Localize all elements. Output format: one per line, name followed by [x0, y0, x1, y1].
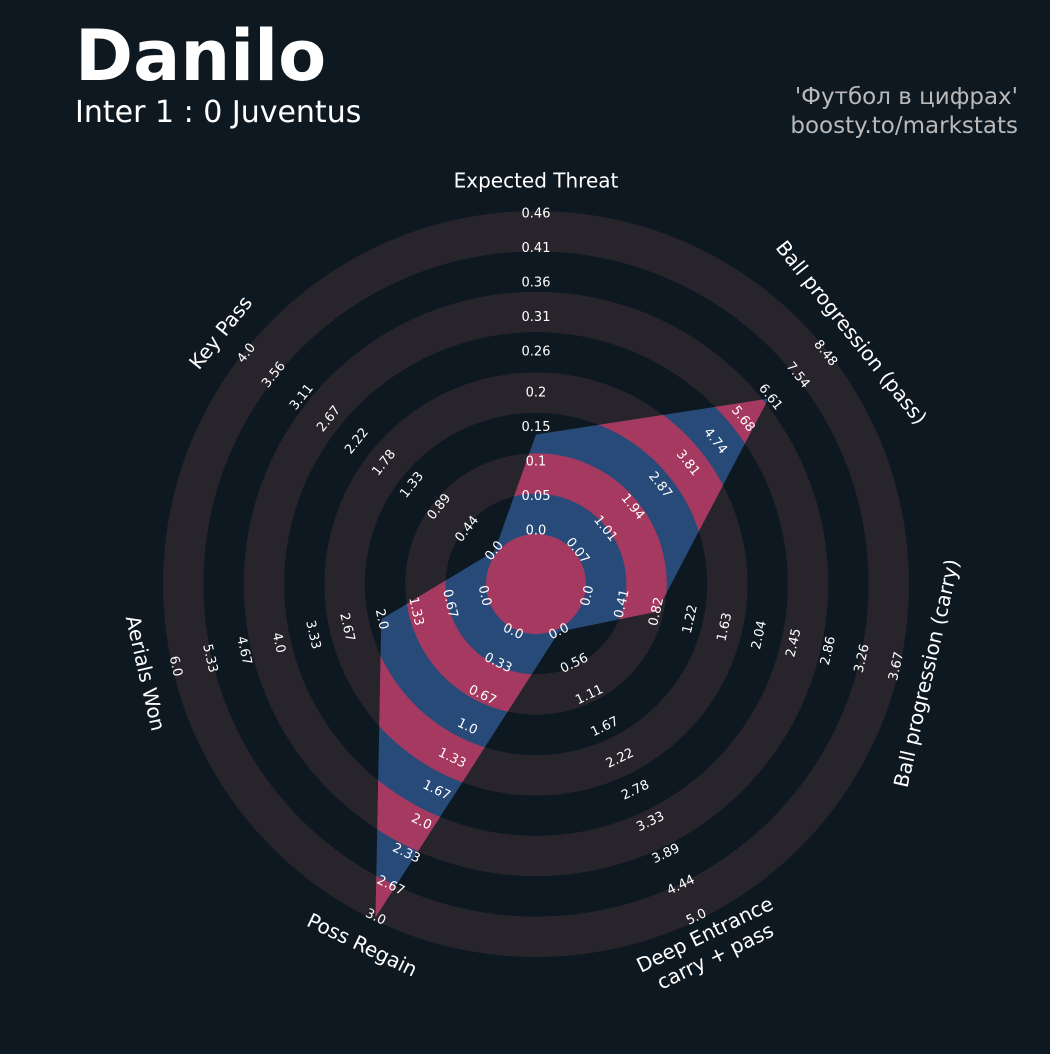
param-label: Expected Threat	[454, 169, 619, 193]
tick-label: 2.86	[818, 635, 839, 667]
tick-label: 2.45	[783, 627, 804, 659]
tick-label: 6.0	[166, 655, 185, 679]
tick-label: 0.15	[522, 420, 551, 435]
tick-label: 2.04	[749, 619, 770, 651]
chart-subtitle: Inter 1 : 0 Juventus	[75, 95, 361, 130]
tick-label: 0.31	[522, 310, 551, 325]
tick-label: 5.33	[199, 643, 220, 675]
tick-label: 0.41	[522, 241, 551, 256]
tick-label: 4.67	[233, 635, 254, 667]
tick-label: 0.2	[526, 386, 547, 401]
tick-label: 2.22	[342, 425, 372, 457]
tick-label: 1.33	[405, 596, 426, 628]
tick-label: 3.67	[886, 651, 907, 683]
tick-label: 2.0	[372, 608, 391, 632]
tick-label: 0.82	[646, 596, 667, 628]
tick-label: 0.0	[475, 584, 494, 608]
tick-label: 0.1	[526, 455, 547, 470]
tick-label: 0.0	[526, 524, 547, 539]
tick-label: 0.05	[522, 489, 551, 504]
tick-label: 3.26	[852, 643, 873, 675]
tick-label: 0.26	[522, 344, 551, 359]
tick-label: 1.22	[680, 603, 701, 635]
tick-label: 0.41	[612, 588, 633, 620]
param-label: Aerials Won	[121, 613, 171, 733]
credit: boosty.to/markstats	[790, 113, 1018, 139]
tick-label: 0.36	[522, 275, 551, 290]
tick-label: 2.78	[619, 777, 652, 803]
tick-label: 3.33	[302, 619, 323, 651]
credit: 'Футбол в цифрах'	[795, 84, 1018, 110]
chart-title: Danilo	[75, 15, 326, 97]
highlight-center	[486, 534, 586, 634]
tick-label: 0.0	[578, 584, 597, 608]
tick-label: 0.67	[439, 588, 460, 620]
tick-label: 4.0	[269, 631, 288, 655]
tick-label: 1.63	[714, 611, 735, 643]
tick-label: 2.67	[336, 611, 357, 643]
radar-polygon	[375, 398, 769, 918]
tick-label: 0.46	[522, 207, 551, 222]
